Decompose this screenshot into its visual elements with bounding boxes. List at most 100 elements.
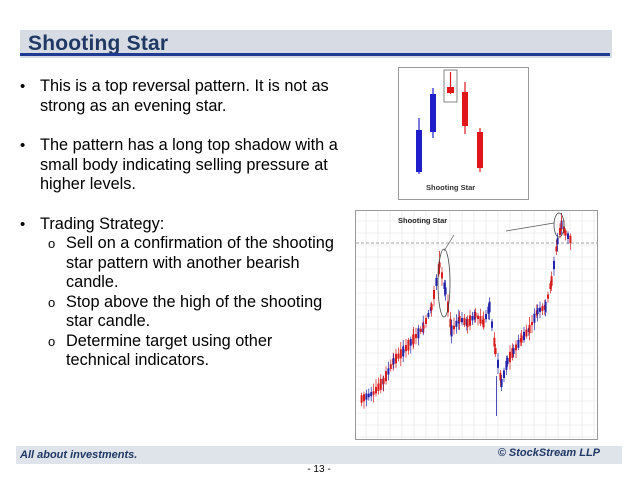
chart-candle-body (539, 307, 541, 312)
chart-candle-body (379, 378, 382, 390)
candle-body (416, 130, 422, 172)
chart-candle-body (550, 276, 553, 286)
chart-candle-body (397, 353, 400, 359)
chart-candle-body (455, 320, 458, 327)
chart-candle-body (441, 272, 443, 279)
chart-candle-body (372, 391, 375, 395)
chart-candle-body (365, 393, 368, 400)
chart-candle-body (450, 325, 453, 337)
slide-title: Shooting Star (28, 32, 169, 55)
chart-candle-body (363, 394, 365, 402)
footer-tagline: All about investments. (20, 449, 138, 461)
chart-candle-body (417, 328, 420, 339)
highlight-ellipse (437, 248, 451, 318)
chart-candle-body (564, 230, 567, 236)
chart-candle-body (387, 368, 390, 375)
chart-candle-body (506, 357, 509, 365)
sub-bullet-glyph: o (48, 333, 56, 349)
bullet-text: This is a top reversal pattern. It is no… (40, 77, 329, 115)
chart-candle-body (520, 335, 523, 343)
chart-candle-body (463, 317, 466, 326)
chart-candle-body (509, 351, 511, 363)
chart-candle-body (392, 358, 395, 364)
chart-candle-body (533, 313, 536, 323)
chart-candle-body (399, 349, 402, 359)
sub-bullet-glyph: o (48, 236, 56, 251)
chart-candle-body (517, 339, 520, 348)
chart-candle-body (555, 246, 558, 252)
footer-copyright: © StockStream LLP (497, 447, 600, 459)
chart-candle-body (474, 312, 477, 318)
chart-candle-body (405, 345, 407, 352)
shooting-star-diagram (398, 67, 529, 200)
sub-bullet-item: o Stop above the high of the shooting st… (20, 293, 340, 332)
candle-body (477, 132, 483, 168)
chart-candle-body (375, 386, 377, 394)
chart-candle-body (485, 313, 487, 320)
chart-candle-body (422, 325, 425, 329)
chart-candle-body (512, 348, 515, 354)
bullet-list: • This is a top reversal pattern. It is … (20, 77, 340, 371)
bullet-glyph: • (20, 137, 26, 154)
chart-candle-body (453, 325, 455, 330)
chart-candle-body (385, 371, 387, 382)
bullet-glyph: • (20, 215, 26, 233)
chart-candle-body (415, 334, 417, 339)
candle-body (447, 87, 454, 93)
sub-bullet-text: Determine target using other technical i… (66, 331, 273, 370)
chart-candle-body (569, 235, 572, 244)
chart-candle-body (559, 227, 561, 235)
chart-candle-body (567, 233, 569, 239)
chart-candle-body (479, 316, 482, 324)
chart-candle-body (409, 339, 412, 346)
price-chart (355, 210, 598, 440)
chart-candle-body (419, 328, 422, 333)
chart-candle-body (541, 306, 544, 312)
title-bar: Shooting Star (0, 28, 638, 62)
chart-candle-body (503, 370, 505, 378)
highlight-ellipse (553, 212, 565, 238)
chart-candle-body (461, 318, 463, 323)
chart-candle-body (511, 348, 514, 358)
sub-bullet-item: o Determine target using other technical… (20, 332, 340, 371)
chart-caption: Shooting Star (398, 216, 448, 225)
chart-candle-body (487, 306, 490, 314)
chart-candle-body (466, 318, 469, 328)
bullet-item: • The pattern has a long top shadow with… (20, 136, 340, 195)
chart-candle-body (389, 364, 392, 369)
chart-candle-body (458, 316, 461, 322)
chart-candle-body (469, 315, 471, 326)
sub-bullet-text: Stop above the high of the shooting star… (66, 292, 323, 331)
pointer-line (505, 222, 555, 232)
chart-candle-body (367, 393, 370, 398)
pointer-line (443, 234, 455, 252)
chart-candle-body (488, 301, 491, 313)
chart-candle-body (360, 395, 363, 403)
chart-candle-body (449, 318, 452, 328)
bullet-text: Trading Strategy: (40, 214, 165, 233)
chart-candle-body (427, 312, 430, 318)
chart-candle-body (515, 344, 517, 351)
chart-candle-body (433, 289, 435, 299)
candle-body (462, 92, 468, 126)
chart-candle-body (370, 392, 373, 397)
chart-candle-body (494, 348, 497, 354)
page-number: - 13 - (307, 464, 331, 475)
diagram-caption: Shooting Star (426, 183, 476, 192)
chart-candle-body (505, 360, 508, 370)
bullet-text: The pattern has a long top shadow with a… (40, 136, 338, 193)
chart-candle-body (493, 337, 496, 347)
chart-candle-body (377, 383, 380, 391)
bullet-glyph: • (20, 78, 26, 95)
shooting-star-diagram-svg (416, 69, 483, 174)
chart-candle-body (499, 372, 502, 381)
chart-candle-body (444, 287, 447, 295)
sub-bullet-text: Sell on a confirmation of the shooting s… (66, 234, 334, 291)
chart-candle-body (553, 260, 555, 270)
chart-candle-body (471, 315, 474, 321)
sub-bullet-glyph: o (48, 294, 56, 310)
chart-candle-body (407, 339, 410, 351)
chart-candle-body (482, 318, 485, 328)
chart-candle-body (523, 331, 525, 341)
